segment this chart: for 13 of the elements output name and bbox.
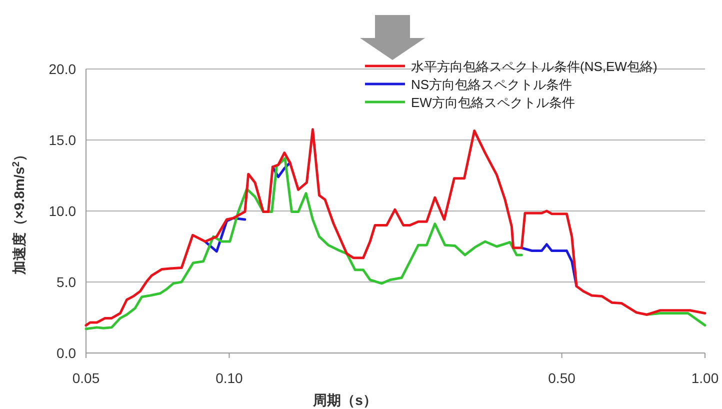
y-tick-label: 20.0 bbox=[48, 61, 76, 77]
legend-label: EW方向包絡スペクトル条件 bbox=[411, 95, 575, 110]
x-axis-title: 周期（s） bbox=[312, 392, 377, 408]
y-tick-label: 10.0 bbox=[48, 203, 76, 219]
x-tick-label: 0.05 bbox=[72, 370, 100, 386]
x-tick-label: 1.00 bbox=[691, 370, 719, 386]
legend-label: 水平方向包絡スペクトル条件(NS,EW包絡) bbox=[411, 59, 658, 74]
x-tick-label: 0.10 bbox=[216, 370, 244, 386]
y-tick-label: 0.0 bbox=[56, 345, 76, 361]
y-tick-label: 5.0 bbox=[56, 274, 76, 290]
x-tick-label: 0.50 bbox=[548, 370, 576, 386]
legend-label: NS方向包絡スペクトル条件 bbox=[411, 77, 572, 92]
y-tick-label: 15.0 bbox=[48, 132, 76, 148]
